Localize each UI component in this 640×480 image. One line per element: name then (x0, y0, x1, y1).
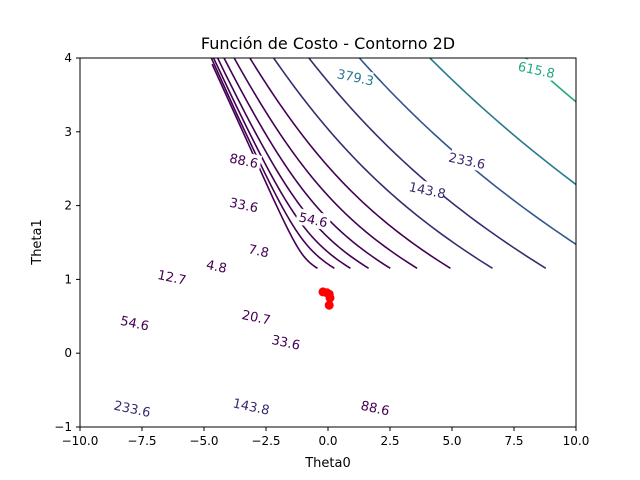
contour-label-bg (233, 394, 270, 418)
y-tick-label: 1 (64, 272, 72, 286)
contour-label-bg (238, 305, 275, 329)
gradient-path-point (324, 300, 334, 310)
contour-label-group: 7.8 (240, 239, 278, 262)
contour-label: 7.8 (247, 242, 270, 261)
contour-label-group: 88.6 (357, 396, 394, 420)
contour-label-bg (518, 58, 555, 81)
x-tick-label: 7.5 (504, 434, 523, 448)
contour-label: 4.8 (205, 258, 228, 277)
contour-label-bg (295, 208, 332, 231)
contour-level-8 (307, 58, 547, 270)
contour-label: 88.6 (228, 151, 259, 172)
y-tick-label: −1 (54, 420, 72, 434)
gradient-path-point (325, 293, 335, 303)
x-tick-label: −10.0 (62, 434, 99, 448)
contour-label-group: 143.8 (231, 394, 271, 419)
contour-label-group: 233.6 (447, 148, 487, 173)
y-tick-label: 4 (64, 51, 72, 65)
contour-label-group: 33.6 (267, 330, 305, 354)
contour-label-bg (357, 396, 394, 419)
contour-label: 33.6 (228, 196, 259, 217)
x-axis-ticks: −10.0 −7.5 −5.0 −2.5 0.0 2.5 5.0 7.5 10.0 (62, 427, 590, 448)
contour-level-4 (223, 58, 391, 270)
contour-level-7 (272, 58, 493, 270)
contour-label: 379.3 (335, 67, 375, 89)
contour-level-2 (212, 58, 351, 270)
contour-label-group: 33.6 (225, 193, 263, 217)
y-tick-label: 0 (64, 346, 72, 360)
contour-lines (210, 58, 576, 270)
x-tick-label: 2.5 (380, 434, 399, 448)
contour-label-group: 4.8 (198, 254, 235, 278)
contour-label-bg (240, 239, 278, 262)
contour-level-1 (210, 58, 335, 270)
contour-label-group: 12.7 (153, 265, 191, 289)
contour-label-bg (267, 330, 305, 354)
y-axis-ticks: −1 0 1 2 3 4 (54, 51, 80, 434)
contour-label-bg (337, 65, 374, 89)
y-tick-label: 2 (64, 199, 72, 213)
x-tick-label: 5.0 (442, 434, 461, 448)
contour-level-9 (358, 58, 576, 246)
y-tick-label: 3 (64, 125, 72, 139)
x-axis-label: Theta0 (304, 456, 351, 471)
contour-label-bg (116, 311, 154, 335)
plot-frame (79, 57, 577, 428)
contour-label-bg (153, 265, 191, 289)
x-tick-label: 10.0 (563, 434, 590, 448)
contour-label: 233.6 (112, 399, 152, 421)
contour-labels: 4.8 7.8 12.7 20.7 33.6 33.6 54.6 54.6 88.6 88.6 14… (112, 58, 556, 421)
contour-label-group: 54.6 (116, 311, 154, 335)
contour-level-10 (428, 58, 576, 186)
contour-label: 143.8 (407, 180, 447, 202)
contour-level-0 (211, 63, 318, 270)
gradient-path (318, 287, 335, 310)
contour-label: 54.6 (119, 314, 150, 335)
contour-level-5 (233, 58, 418, 270)
contour-label: 12.7 (156, 268, 187, 289)
x-tick-label: −7.5 (127, 434, 156, 448)
contour-label-bg (225, 193, 263, 216)
contour-label-bg (114, 396, 151, 420)
contour-label-bg (448, 148, 486, 172)
y-axis-label: Theta1 (30, 219, 45, 266)
contour-label-group: 54.6 (295, 208, 332, 232)
contour-label: 88.6 (359, 399, 390, 420)
contour-label: 20.7 (240, 308, 271, 329)
contour-label-bg (409, 178, 446, 202)
x-tick-label: 0.0 (318, 434, 337, 448)
contour-label-group: 615.8 (516, 58, 556, 82)
contour-label: 33.6 (270, 333, 301, 354)
chart-title: Función de Costo - Contorno 2D (201, 34, 455, 53)
x-tick-label: −2.5 (251, 434, 280, 448)
contour-label-group: 88.6 (225, 148, 263, 172)
contour-label: 54.6 (297, 211, 328, 232)
contour-label-group: 20.7 (238, 305, 275, 329)
contour-label-bg (225, 148, 263, 172)
contour-label: 233.6 (447, 151, 487, 173)
x-tick-label: −5.0 (189, 434, 218, 448)
contour-level-6 (248, 58, 451, 270)
contour-label-group: 233.6 (112, 396, 152, 421)
contour-label: 615.8 (516, 60, 556, 82)
contour-label-bg (198, 254, 235, 278)
contour-label: 143.8 (231, 396, 271, 418)
contour-label-group: 143.8 (407, 178, 447, 202)
